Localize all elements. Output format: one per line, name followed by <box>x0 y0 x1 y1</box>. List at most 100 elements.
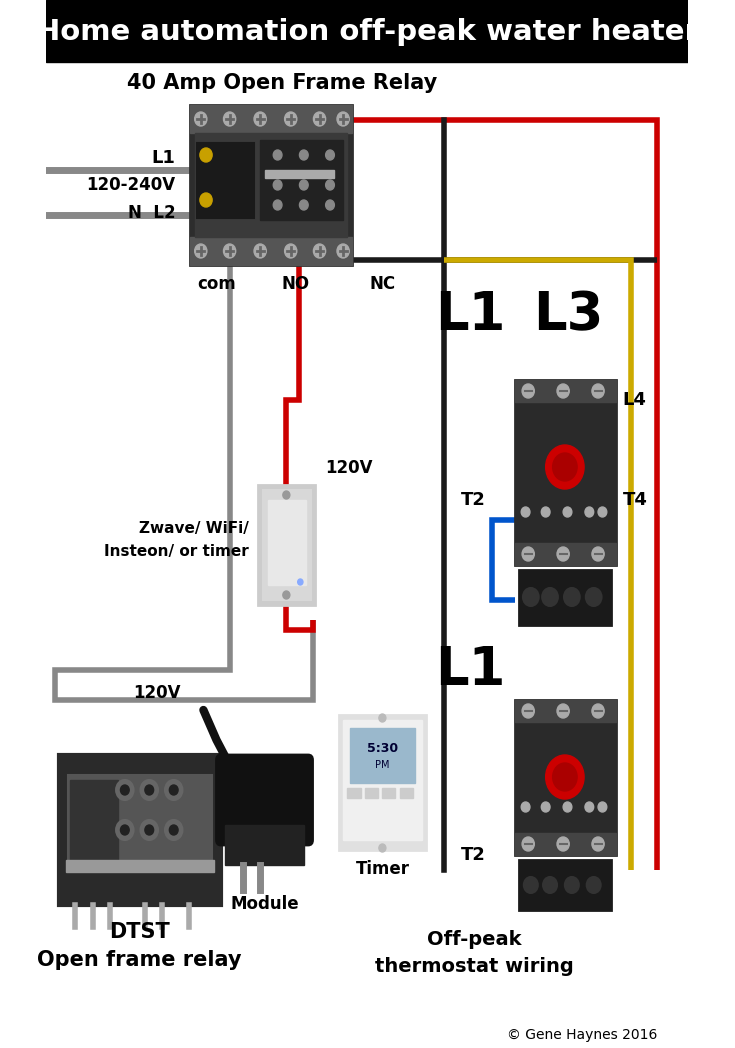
Circle shape <box>565 877 579 893</box>
Text: T4: T4 <box>623 492 648 509</box>
Circle shape <box>541 507 550 517</box>
Circle shape <box>140 780 158 800</box>
Circle shape <box>563 507 572 517</box>
Text: T2: T2 <box>461 846 485 864</box>
Circle shape <box>553 763 577 791</box>
Bar <box>190 105 352 265</box>
Bar <box>400 788 413 798</box>
Circle shape <box>337 244 349 258</box>
Circle shape <box>283 492 290 499</box>
Circle shape <box>592 837 604 851</box>
Circle shape <box>165 780 182 800</box>
Bar <box>515 380 615 402</box>
Bar <box>190 105 352 133</box>
Circle shape <box>557 704 569 718</box>
Text: 120V: 120V <box>134 684 181 702</box>
Circle shape <box>557 837 569 851</box>
Bar <box>350 728 415 783</box>
Circle shape <box>195 112 207 126</box>
Text: L1: L1 <box>435 289 506 341</box>
Bar <box>265 170 334 178</box>
Circle shape <box>313 244 326 258</box>
Bar <box>343 108 443 258</box>
Circle shape <box>522 547 534 561</box>
Circle shape <box>169 785 178 795</box>
Bar <box>259 485 315 605</box>
Bar <box>70 780 118 860</box>
Circle shape <box>592 384 604 398</box>
Circle shape <box>313 112 326 126</box>
Circle shape <box>223 112 236 126</box>
Circle shape <box>121 825 129 835</box>
Circle shape <box>299 150 308 160</box>
Circle shape <box>140 820 158 840</box>
Bar <box>197 143 254 218</box>
Circle shape <box>283 591 290 599</box>
Bar <box>268 500 306 585</box>
Text: Zwave/ WiFi/
Insteon/ or timer: Zwave/ WiFi/ Insteon/ or timer <box>104 522 249 559</box>
Circle shape <box>145 825 154 835</box>
Circle shape <box>522 837 534 851</box>
Circle shape <box>254 244 266 258</box>
Circle shape <box>299 180 308 190</box>
Circle shape <box>545 755 584 799</box>
Text: Off-peak
thermostat wiring: Off-peak thermostat wiring <box>375 930 573 976</box>
Bar <box>343 720 422 840</box>
Bar <box>68 776 212 865</box>
Text: 40 Amp Open Frame Relay: 40 Amp Open Frame Relay <box>127 73 437 93</box>
Circle shape <box>284 244 297 258</box>
Circle shape <box>521 802 530 812</box>
Bar <box>365 788 378 798</box>
Circle shape <box>564 588 580 606</box>
Bar <box>66 860 214 872</box>
Text: 120V: 120V <box>326 459 373 477</box>
Bar <box>190 237 352 265</box>
Text: DTST
Open frame relay: DTST Open frame relay <box>37 922 242 970</box>
Circle shape <box>195 244 207 258</box>
Circle shape <box>299 200 308 210</box>
Circle shape <box>586 588 601 606</box>
Bar <box>339 715 426 850</box>
Bar <box>348 788 361 798</box>
Circle shape <box>545 445 584 489</box>
Bar <box>515 380 615 565</box>
Bar <box>60 755 220 905</box>
Circle shape <box>553 453 577 481</box>
Circle shape <box>557 547 569 561</box>
Text: NO: NO <box>281 275 309 293</box>
Circle shape <box>587 877 600 893</box>
Circle shape <box>200 193 212 208</box>
Circle shape <box>524 877 538 893</box>
Text: L4: L4 <box>623 391 646 409</box>
Circle shape <box>284 112 297 126</box>
Circle shape <box>522 704 534 718</box>
Bar <box>515 833 615 855</box>
Text: L3: L3 <box>533 289 603 341</box>
Text: 5:30: 5:30 <box>367 742 398 755</box>
Circle shape <box>169 825 178 835</box>
Text: com: com <box>197 275 236 293</box>
Text: PM: PM <box>375 760 390 770</box>
Circle shape <box>116 820 134 840</box>
Circle shape <box>585 802 594 812</box>
Circle shape <box>523 588 539 606</box>
Circle shape <box>585 507 594 517</box>
Circle shape <box>563 802 572 812</box>
Text: NC: NC <box>369 275 395 293</box>
Bar <box>515 543 615 565</box>
Circle shape <box>326 150 334 160</box>
Circle shape <box>273 200 282 210</box>
Circle shape <box>326 180 334 190</box>
Bar <box>225 825 304 865</box>
Circle shape <box>298 578 303 585</box>
Circle shape <box>254 112 266 126</box>
Circle shape <box>145 785 154 795</box>
Circle shape <box>326 200 334 210</box>
Bar <box>195 133 348 237</box>
Circle shape <box>273 180 282 190</box>
Bar <box>263 490 311 601</box>
Circle shape <box>521 507 530 517</box>
Circle shape <box>598 507 607 517</box>
Circle shape <box>522 384 534 398</box>
Text: L1: L1 <box>435 645 506 696</box>
